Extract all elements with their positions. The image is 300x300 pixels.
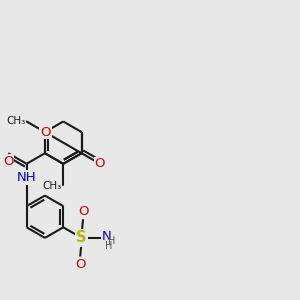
Text: CH₃: CH₃ (6, 116, 25, 126)
Text: O: O (95, 157, 105, 170)
Text: O: O (40, 126, 51, 139)
Text: NH: NH (17, 171, 36, 184)
Text: O: O (75, 258, 86, 271)
Text: O: O (3, 155, 13, 168)
Text: N: N (102, 230, 112, 243)
Text: CH₃: CH₃ (43, 181, 62, 191)
Text: H: H (105, 242, 112, 251)
Text: H: H (107, 236, 115, 246)
Text: O: O (78, 205, 88, 218)
Text: S: S (76, 230, 87, 245)
